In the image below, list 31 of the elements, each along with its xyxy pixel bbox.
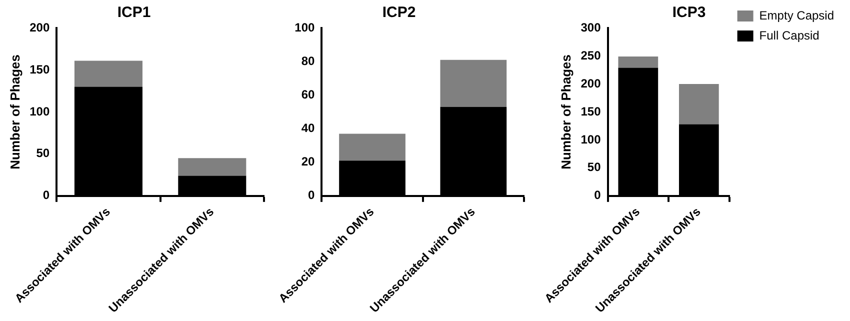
y-tick-label: 150 <box>580 104 602 118</box>
bar <box>339 134 406 161</box>
y-axis-title: Number of Phages <box>7 54 22 170</box>
chart-title: ICP1 <box>117 4 151 22</box>
y-tick-label: 100 <box>30 104 50 118</box>
y-tick-label: 150 <box>30 62 50 76</box>
y-tick-label: 250 <box>580 48 602 62</box>
y-tick-label: 0 <box>308 188 315 202</box>
y-tick-label: 50 <box>36 146 50 160</box>
y-tick-label: 100 <box>580 132 602 146</box>
y-tick-label: 60 <box>301 87 315 102</box>
y-tick-label: 20 <box>301 154 315 169</box>
chart-title: ICP2 <box>382 4 416 22</box>
y-tick-label: 0 <box>42 188 50 202</box>
legend-label: Full Capsid <box>759 28 820 42</box>
bar <box>74 60 142 87</box>
bar <box>618 56 658 68</box>
bar <box>440 60 507 107</box>
y-axis-title: Number of Phages <box>558 54 574 170</box>
y-tick-label: 50 <box>587 160 602 174</box>
y-tick-label: 0 <box>594 188 602 202</box>
legend-label: Empty Capsid <box>759 8 834 22</box>
y-tick-label: 200 <box>580 76 602 90</box>
y-tick-label: 100 <box>294 20 315 34</box>
y-tick-label: 200 <box>30 20 50 34</box>
bar <box>178 158 246 176</box>
chart-title: ICP3 <box>672 4 706 22</box>
bar <box>678 84 719 124</box>
y-tick-label: 300 <box>580 20 602 34</box>
y-tick-label: 40 <box>301 121 315 136</box>
y-tick-label: 80 <box>301 54 315 68</box>
